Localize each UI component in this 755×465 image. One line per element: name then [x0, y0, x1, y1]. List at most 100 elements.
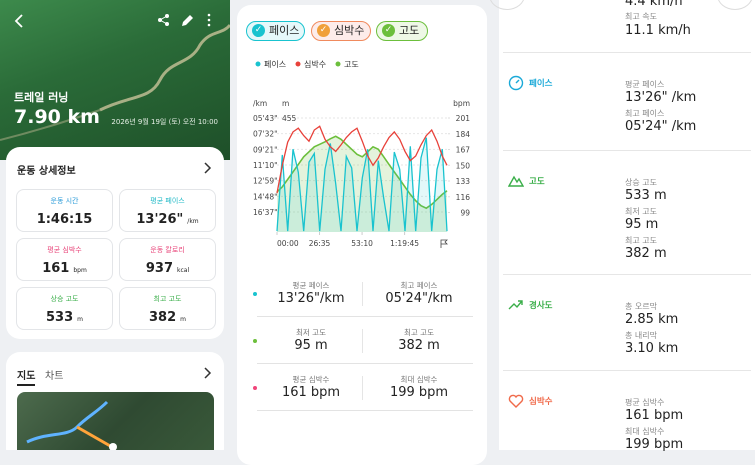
stat-cell: 상승 고도 533 m	[16, 287, 113, 330]
row-line	[257, 316, 473, 317]
detail-panel: 4.4 km/h 최고 속도 11.1 km/h 페이스 평균 페이스 13'26" /k…	[489, 0, 755, 452]
filter-chip[interactable]: 페이스	[246, 21, 305, 41]
cell-value-row: 533 m	[17, 306, 112, 325]
stat-cell: 운동 칼로리 937 kcal	[119, 238, 216, 281]
chevron[interactable]	[202, 161, 212, 175]
row-line	[257, 410, 473, 411]
legend-swatch	[335, 61, 341, 67]
section-divider	[503, 150, 751, 151]
detail-label: 평균 페이스	[625, 80, 665, 89]
row-dot	[253, 339, 257, 343]
stat-label: 평균 페이스	[292, 281, 330, 290]
stat-value: 199 bpm	[389, 385, 449, 400]
legend-swatch	[255, 61, 261, 67]
detail-label: 상승 고도	[625, 178, 657, 187]
section-title: 경사도	[529, 301, 553, 311]
hero-image: 트레일 러닝 7.90 km 2026년 9월 19일 (토) 오전 10:00	[0, 0, 230, 160]
y-tick-label: 12'59"	[253, 177, 278, 186]
section-title: 페이스	[529, 79, 553, 89]
cell-value-row: 161 bpm	[17, 257, 112, 276]
cell-value-row: 382 m	[120, 306, 215, 325]
detail-value: 161 bpm	[625, 408, 684, 423]
stat-cell: 평균 심박수 161 bpm	[16, 238, 113, 281]
tab[interactable]: 차트	[45, 371, 64, 382]
y-tick-label: 07'32"	[253, 130, 278, 139]
section-icon	[508, 393, 524, 409]
filter-chip[interactable]: 고도	[376, 21, 428, 41]
detail-label: 최저 고도	[625, 207, 657, 216]
date: 2026년 9월 19일 (토) 오전 10:00	[111, 118, 218, 126]
tab-active[interactable]: 지도	[17, 367, 36, 386]
cell-unit: m	[180, 316, 186, 323]
section-icon	[507, 173, 525, 189]
detail-label: 평균 심박수	[625, 398, 665, 407]
cell-value: 937	[145, 261, 173, 276]
stat-cell: 평균 페이스 13'26"/km	[119, 189, 216, 232]
legend-label: 페이스	[264, 59, 286, 69]
detail-value: 3.10 km	[625, 341, 679, 356]
axis-unit: m	[282, 99, 289, 108]
cell-value-row: 937 kcal	[120, 257, 215, 276]
cell-label: 상승 고도	[50, 295, 79, 303]
row-divider	[362, 282, 363, 306]
detail-label: 최고 페이스	[625, 109, 665, 118]
back-button[interactable]	[14, 14, 23, 28]
cell-value-row: 13'26"/km	[120, 208, 215, 227]
cell-label: 평균 심박수	[47, 246, 82, 254]
share-button[interactable]	[158, 14, 169, 26]
stat-cell: 최고 고도 382 m	[119, 287, 216, 330]
y2-tick-label: 150	[456, 161, 471, 170]
legend-swatch	[295, 61, 301, 67]
stat-cell: 운동 시간 1:46:15	[16, 189, 113, 232]
distance: 7.90 km	[14, 106, 100, 128]
y2-tick-label: 167	[456, 146, 471, 155]
x-tick-label: 53:10	[351, 239, 373, 248]
section-title: 심박수	[529, 397, 553, 407]
x-tick-label: 1:19:45	[390, 239, 419, 248]
section-icon	[508, 297, 524, 313]
y2-tick-label: 133	[456, 177, 471, 186]
nav-button[interactable]	[489, 0, 525, 10]
cell-value: 1:46:15	[36, 212, 93, 227]
row-line	[257, 363, 473, 364]
series-line	[276, 125, 448, 194]
legend-label: 고도	[344, 60, 359, 69]
detail-value: 382 m	[625, 246, 667, 261]
stat-value: 95 m	[294, 338, 328, 353]
detail-label: 최대 심박수	[625, 427, 665, 436]
stat-value: 13'26"/km	[277, 291, 345, 306]
detail-label: 최고 속도	[625, 12, 657, 21]
activity-type: 트레일 러닝	[14, 91, 69, 104]
nav-button[interactable]	[717, 0, 753, 10]
y-tick-label: 05'43"	[253, 114, 278, 123]
map[interactable]	[17, 392, 214, 450]
y3-tick-label: 455	[282, 114, 297, 123]
cell-value: 161	[42, 261, 70, 276]
detail-label: 최고 고도	[625, 236, 657, 245]
section-title: 고도	[529, 177, 545, 187]
filter-chip[interactable]: 심박수	[311, 21, 371, 41]
cell-label: 평균 페이스	[150, 197, 185, 205]
edit-button[interactable]	[182, 15, 193, 26]
y-tick-label: 14'48"	[253, 192, 278, 201]
row-divider	[362, 329, 363, 353]
y2-tick-label: 99	[460, 209, 470, 218]
card-title: 운동 상세정보	[17, 166, 76, 177]
section-divider	[503, 274, 751, 275]
chevron[interactable]	[202, 366, 212, 380]
detail-value: 199 bpm	[625, 437, 684, 452]
y2-tick-label: 184	[456, 130, 471, 139]
x-tick-label: 00:00	[277, 239, 299, 248]
stat-label: 최고 고도	[404, 328, 434, 337]
more-button[interactable]	[207, 13, 211, 27]
y2-tick-label: 116	[456, 193, 471, 202]
row-divider	[362, 376, 363, 400]
detail-value: 4.4 km/h	[625, 0, 683, 9]
stat-value: 05'24"/km	[385, 291, 453, 306]
chart: 페이스 심박수 고도/km m bpm 05'43" 07'32" 09'21" 11'10" 1…	[253, 59, 471, 248]
stat-label: 평균 심박수	[292, 375, 330, 384]
series-line	[276, 137, 448, 232]
details-card: 운동 상세정보 운동 시간 1:46:15 평균 페이스 13'26"/km 평균 심박…	[6, 147, 224, 339]
row-dot	[253, 292, 257, 296]
row-dot	[253, 386, 257, 390]
